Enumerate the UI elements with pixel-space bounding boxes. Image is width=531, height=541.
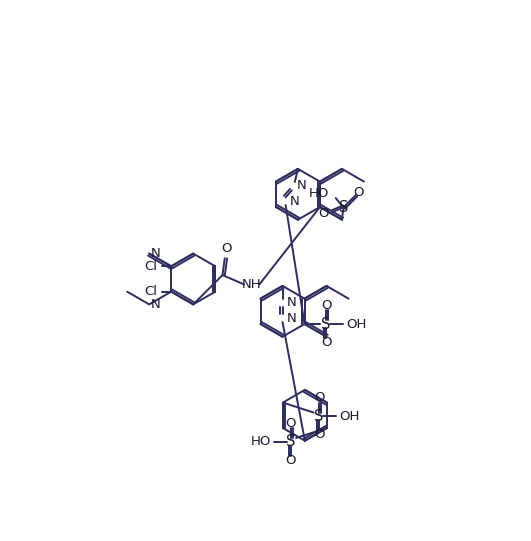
Text: O: O	[314, 392, 324, 405]
Text: O: O	[286, 417, 296, 430]
Text: N: N	[296, 179, 306, 192]
Text: OH: OH	[339, 410, 359, 423]
Text: Cl: Cl	[144, 285, 157, 298]
Text: O: O	[353, 186, 363, 199]
Text: N: N	[151, 298, 160, 311]
Text: N: N	[287, 296, 297, 309]
Text: S: S	[321, 316, 331, 332]
Text: O: O	[321, 299, 331, 312]
Text: HO: HO	[250, 436, 271, 448]
Text: O: O	[321, 336, 331, 349]
Text: O: O	[221, 242, 232, 255]
Text: Cl: Cl	[144, 260, 157, 273]
Text: OH: OH	[346, 318, 366, 331]
Text: O: O	[286, 454, 296, 467]
Text: O: O	[314, 428, 324, 441]
Text: NH: NH	[242, 278, 262, 291]
Text: S: S	[339, 200, 348, 215]
Text: O: O	[319, 207, 329, 220]
Text: HO: HO	[309, 187, 330, 200]
Text: S: S	[314, 409, 324, 424]
Text: N: N	[286, 312, 296, 325]
Text: N: N	[289, 195, 299, 208]
Text: S: S	[286, 434, 295, 450]
Text: N: N	[151, 247, 160, 260]
